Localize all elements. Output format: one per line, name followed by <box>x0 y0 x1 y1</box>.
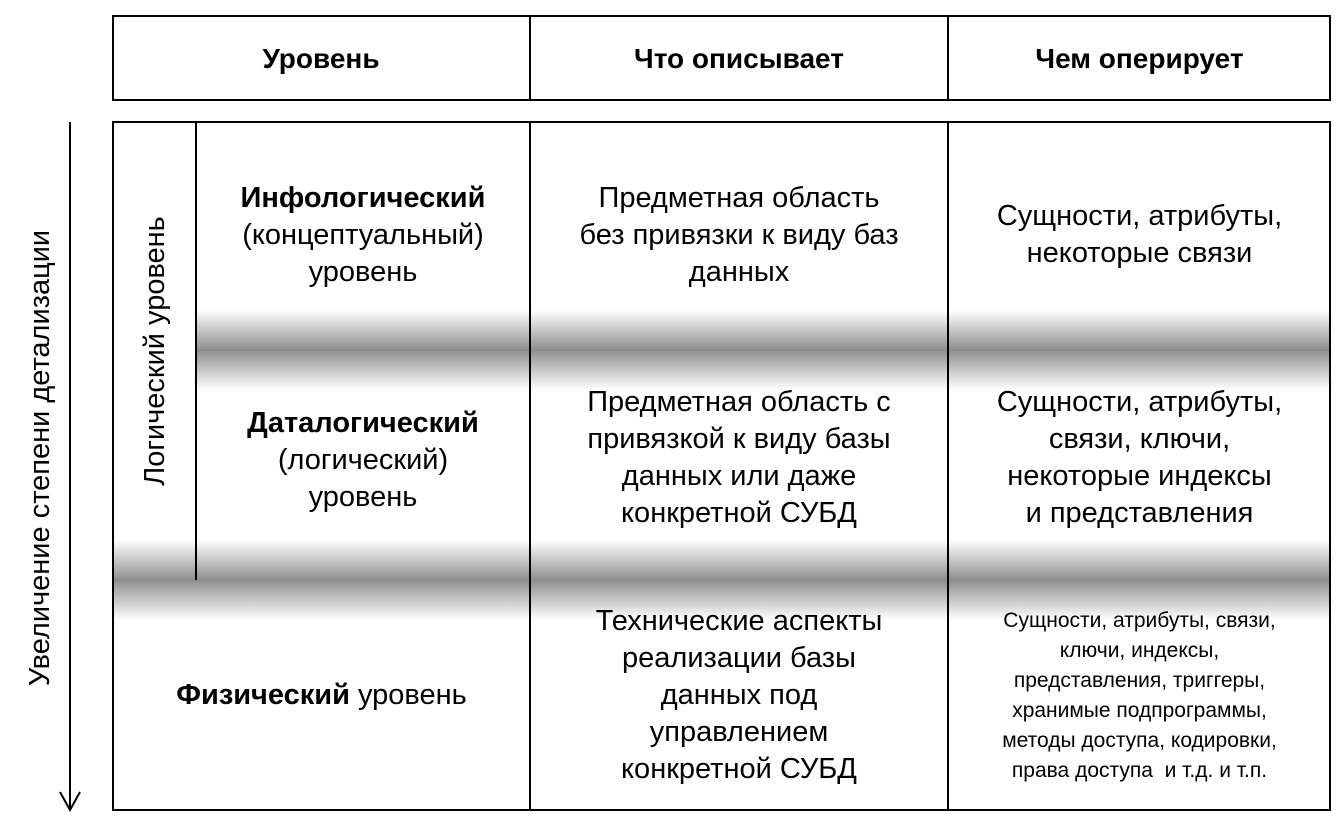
header-row <box>112 15 1331 101</box>
header-describes: Что описывает <box>634 42 844 74</box>
group-label-logical: Логический уровень <box>139 216 171 486</box>
row-infological-operates: Сущности, атрибуты, некоторые связи <box>996 200 1283 269</box>
header-operates: Чем оперирует <box>1035 42 1244 74</box>
header-level: Уровень <box>262 42 380 74</box>
row-infological-describes: Предметная область без привязки к виду б… <box>579 181 899 288</box>
row-physical-level: Физический уровень <box>176 678 467 711</box>
row-infological-level: Инфологический (концептуальный) уровень <box>240 181 486 288</box>
arrow-down-icon <box>59 791 81 812</box>
detail-arrow-line <box>69 122 71 808</box>
levels-table <box>112 121 1331 811</box>
row-datalogical-operates: Сущности, атрибуты, связи, ключи, некото… <box>996 386 1283 529</box>
row-physical-operates: Сущности, атрибуты, связи, ключи, индекс… <box>1002 608 1277 782</box>
row-datalogical-level: Даталогический (логический) уровень <box>247 406 479 513</box>
row-physical-describes: Технические аспекты реализации базы данн… <box>595 604 883 785</box>
axis-label: Увеличение степени детализации <box>24 229 56 687</box>
row-datalogical-describes: Предметная область с привязкой к виду ба… <box>587 386 891 529</box>
